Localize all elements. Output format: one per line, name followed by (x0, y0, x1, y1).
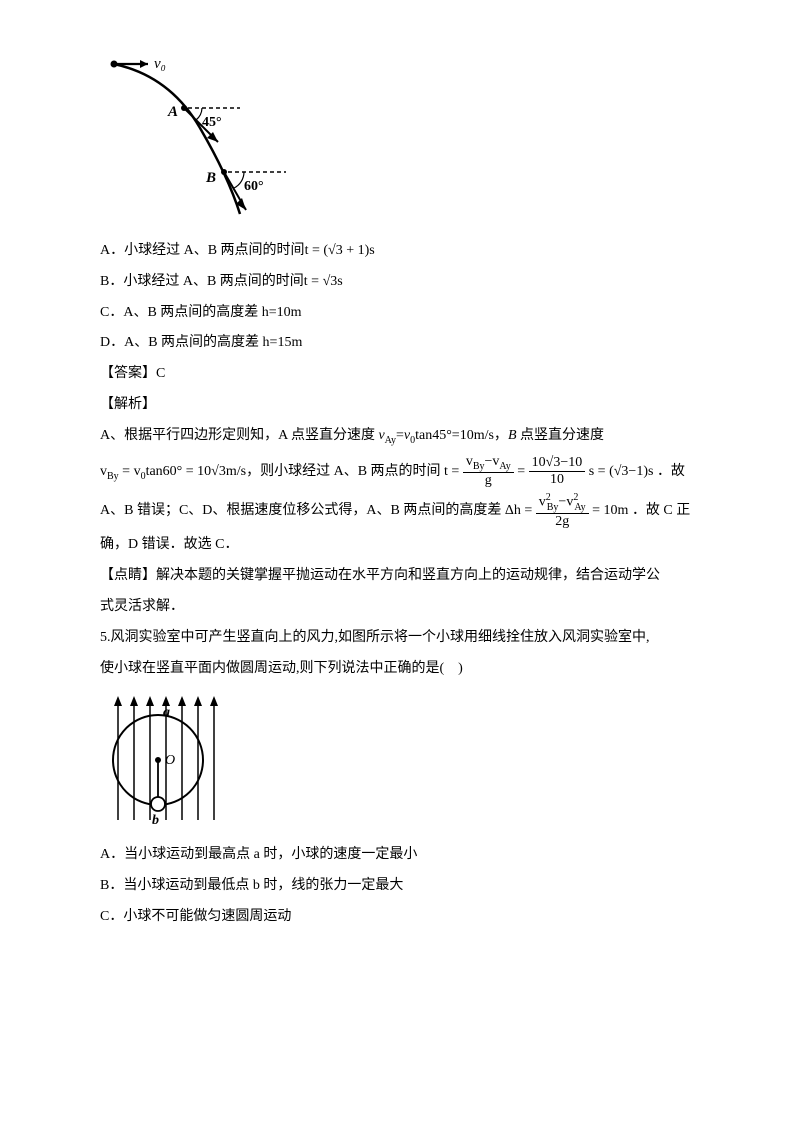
label-b: b (152, 813, 159, 828)
analysis-line-2: vBy = v0tan60° = 10√3m/s，则小球经过 A、B 两点的时间… (100, 452, 700, 491)
label-a: a (163, 705, 170, 720)
analysis-line-3: A、B 错误；C、D、根据速度位移公式得，A、B 两点间的高度差 Δh = v2… (100, 491, 700, 530)
option-b: B．小球经过 A、B 两点间的时间t = √3s (100, 267, 700, 298)
option-d: D．A、B 两点间的高度差 h=15m (100, 328, 700, 359)
dianjing-2: 式灵活求解． (100, 592, 700, 623)
q5-option-b: B．当小球运动到最低点 b 时，线的张力一定最大 (100, 871, 700, 902)
figure-wind-tunnel: O a b (100, 690, 230, 830)
label-A: A (167, 104, 178, 120)
label-60: 60° (244, 179, 264, 194)
q5-option-c: C．小球不可能做匀速圆周运动 (100, 902, 700, 933)
option-c: C．A、B 两点间的高度差 h=10m (100, 298, 700, 329)
label-v0: v₀ (154, 56, 166, 72)
figure-projectile: v₀ A 45° B 60° (100, 46, 310, 226)
analysis-line-4: 确，D 错误．故选 C． (100, 530, 700, 561)
label-45: 45° (202, 115, 222, 130)
analysis-label: 【解析】 (100, 390, 700, 421)
option-a: A．小球经过 A、B 两点间的时间t = (√3 + 1)s (100, 236, 700, 267)
label-O: O (165, 753, 175, 768)
q5-line-2: 使小球在竖直平面内做圆周运动,则下列说法中正确的是( ) (100, 654, 700, 685)
dianjing-1: 【点睛】解决本题的关键掌握平抛运动在水平方向和竖直方向上的运动规律，结合运动学公 (100, 561, 700, 592)
q5-line-1: 5.风洞实验室中可产生竖直向上的风力,如图所示将一个小球用细线拴住放入风洞实验室… (100, 623, 700, 654)
q5-option-a: A．当小球运动到最高点 a 时，小球的速度一定最小 (100, 840, 700, 871)
answer-label: 【答案】C (100, 359, 700, 390)
label-B: B (205, 170, 216, 186)
analysis-line-1: A、根据平行四边形定则知，A 点竖直分速度 vAy=v0tan45°=10m/s… (100, 421, 700, 452)
